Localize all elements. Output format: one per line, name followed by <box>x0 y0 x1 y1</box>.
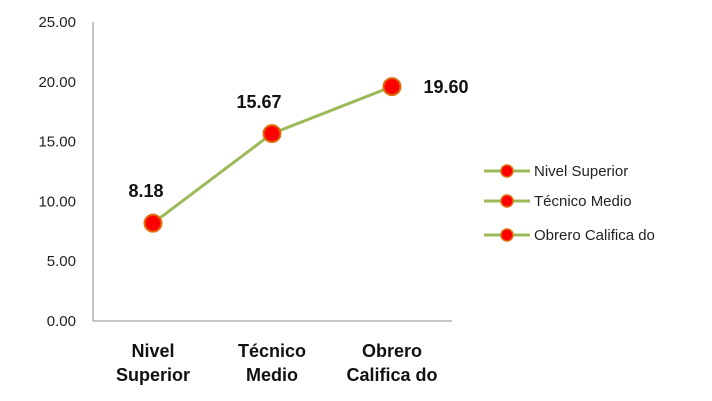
legend-label: Nivel Superior <box>534 163 628 180</box>
legend: Nivel Superior Técnico Medio Obrero Califi… <box>484 163 655 244</box>
y-tick-label: 25.00 <box>38 14 76 31</box>
x-tick-label-line: Califica do <box>346 365 437 385</box>
x-tick-label: Nivel Superior <box>116 341 190 385</box>
data-labels: 8.18 15.67 19.60 <box>128 77 468 201</box>
x-axis: Nivel Superior Técnico Medio Obrero Califica … <box>93 320 452 385</box>
y-tick-label: 20.00 <box>38 74 76 91</box>
legend-item: Técnico Medio <box>484 193 632 210</box>
x-tick-label-line: Técnico <box>238 341 306 361</box>
x-tick-label-line: Nivel <box>131 341 174 361</box>
x-tick-label-line: Obrero <box>362 341 422 361</box>
legend-marker-swatch <box>500 194 514 208</box>
data-label: 8.18 <box>128 181 163 201</box>
y-tick-label: 15.00 <box>38 134 76 151</box>
data-label: 15.67 <box>236 92 281 112</box>
series-line <box>143 77 402 233</box>
y-tick-label: 10.00 <box>38 193 76 210</box>
x-tick-label-line: Medio <box>246 365 298 385</box>
legend-marker-swatch <box>500 228 514 242</box>
legend-marker-swatch <box>500 164 514 178</box>
y-tick-label: 0.00 <box>47 313 76 330</box>
y-axis: 0.00 5.00 10.00 15.00 20.00 25.00 <box>38 14 94 330</box>
legend-label: Técnico Medio <box>534 193 632 210</box>
legend-item: Obrero Califica do <box>484 227 655 244</box>
legend-item: Nivel Superior <box>484 163 628 180</box>
data-label: 19.60 <box>423 77 468 97</box>
data-point <box>143 213 163 233</box>
legend-label: Obrero Califica do <box>534 227 655 244</box>
x-tick-label: Obrero Califica do <box>346 341 437 385</box>
y-tick-label: 5.00 <box>47 253 76 270</box>
x-tick-label-line: Superior <box>116 365 190 385</box>
x-tick-label: Técnico Medio <box>238 341 306 385</box>
data-point <box>262 124 282 144</box>
data-point <box>382 77 402 97</box>
